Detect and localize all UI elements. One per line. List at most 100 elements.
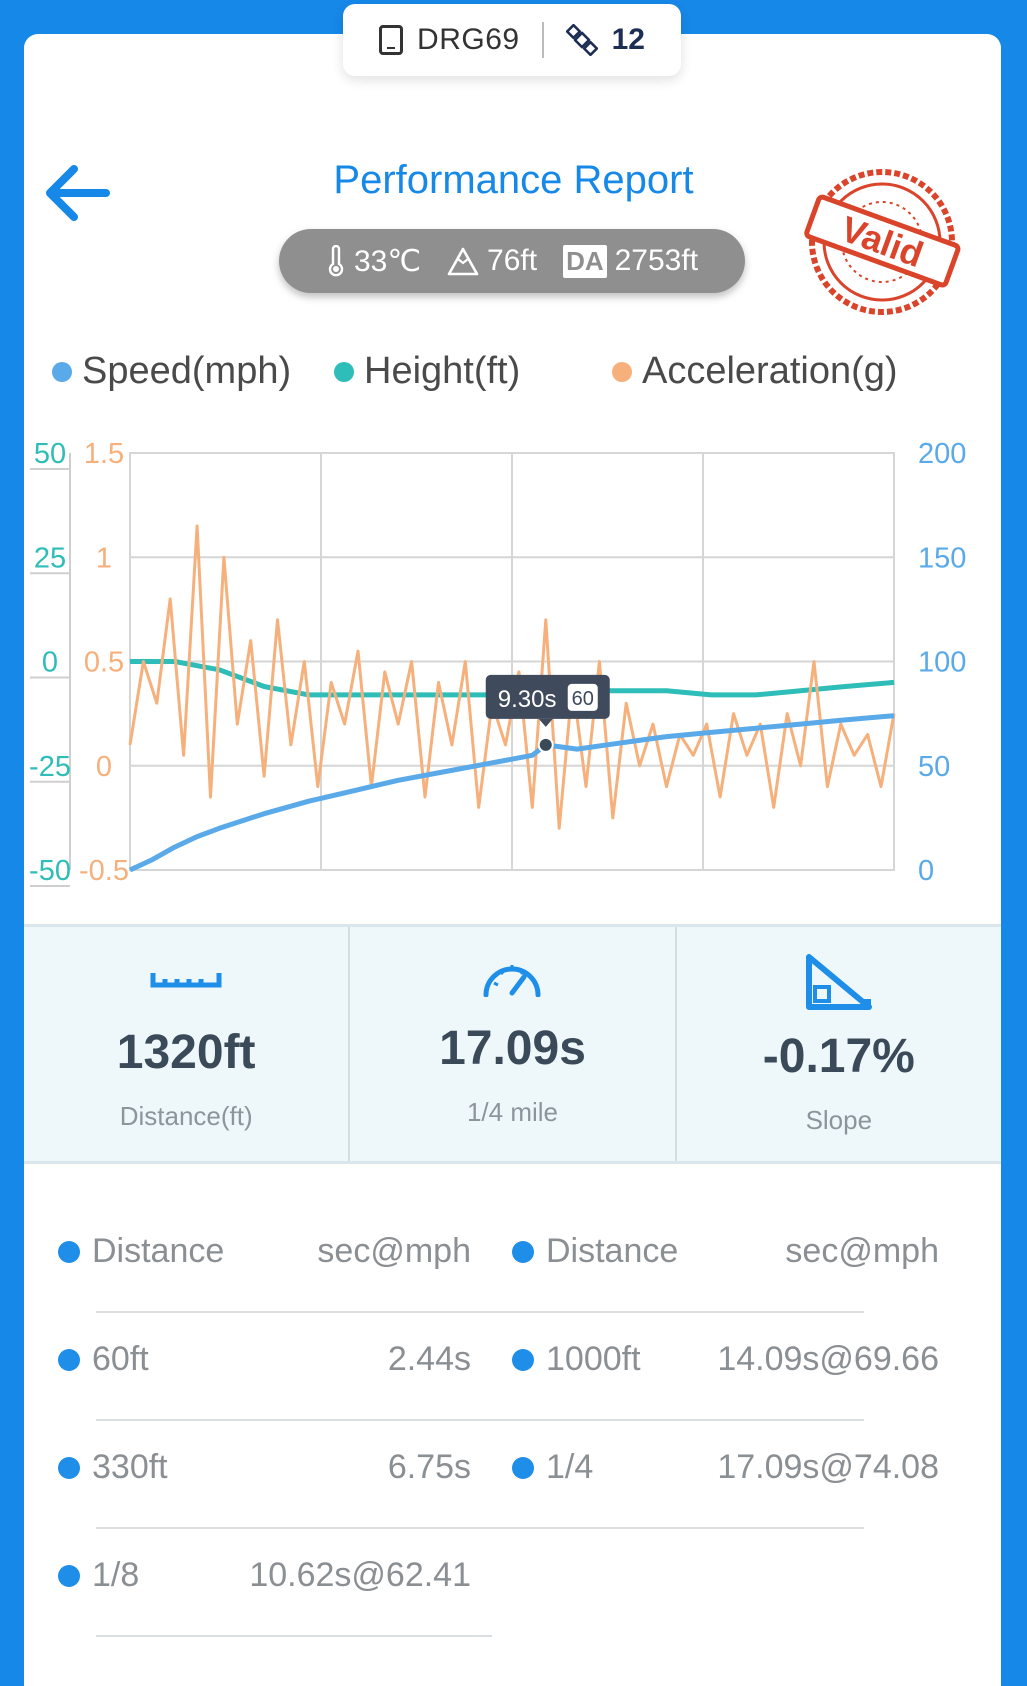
satellite-icon (565, 24, 598, 56)
bullet-dot (512, 1240, 534, 1263)
tooltip-marker (537, 736, 554, 753)
height-tick-label: -25 (29, 751, 71, 783)
satellite-count: 12 (611, 23, 645, 56)
temperature-value: 33℃ (353, 244, 422, 278)
split-distance: 60ft (58, 1340, 149, 1379)
bullet-dot (512, 1456, 534, 1479)
split-distance-label: 330ft (92, 1448, 168, 1486)
speed-tick-label: 200 (918, 438, 966, 470)
split-value: 2.44s (387, 1340, 471, 1378)
metric-time-value: 17.09s (439, 1022, 586, 1075)
table-row: 330ft 6.75s 1/4 17.09s@74.08 (24, 1406, 1001, 1514)
accel-tick-label: 1 (96, 542, 112, 574)
tooltip-pointer (538, 718, 553, 727)
accel-tick-label: -0.5 (79, 855, 129, 887)
mountain-icon (447, 247, 479, 276)
height-tick-label: 0 (42, 647, 58, 679)
speed-tick-label: 50 (918, 751, 950, 783)
legend-dot-height (334, 361, 354, 382)
speed-tick-label: 100 (918, 647, 966, 679)
height-tick-label: 25 (34, 542, 66, 574)
density-altitude-value: 2753ft (614, 244, 699, 277)
splits-header-row: Distance sec@mph Distance sec@mph (24, 1190, 1001, 1298)
row-divider (96, 1527, 864, 1529)
speed-tick-label: 0 (918, 855, 934, 887)
bullet-dot (58, 1348, 80, 1371)
tooltip-time: 9.30s (498, 686, 557, 713)
header-distance-left-label: Distance (92, 1232, 225, 1270)
table-row: 1/8 10.62s@62.41 (24, 1514, 1001, 1622)
bullet-dot (58, 1240, 80, 1263)
tooltip-speed: 60 (572, 688, 594, 710)
altitude-value: 76ft (487, 244, 538, 277)
page-title: Performance Report (333, 158, 694, 202)
metric-time: 17.09s 1/4 mile (350, 927, 677, 1161)
row-divider (96, 1419, 864, 1421)
row-divider (96, 1635, 492, 1637)
ruler-icon (150, 973, 222, 988)
back-arrow-icon[interactable] (40, 160, 112, 226)
device-name: DRG69 (417, 23, 520, 56)
legend-label-height: Height(ft) (364, 350, 521, 392)
bullet-dot (512, 1348, 534, 1371)
height-tick-label: 50 (34, 438, 66, 470)
legend-dot-speed (52, 361, 72, 382)
split-value: 17.09s@74.08 (717, 1448, 939, 1486)
pill-separator (541, 22, 544, 58)
altitude-group: 76ft (447, 244, 537, 278)
bullet-dot (58, 1564, 80, 1587)
series-line-speed (128, 713, 895, 873)
metric-distance-label: Distance(ft) (119, 1101, 253, 1131)
legend-label-acceleration: Acceleration(g) (642, 350, 898, 392)
metric-distance: 1320ft Distance(ft) (24, 927, 351, 1161)
height-tick-label: -50 (29, 855, 71, 887)
split-distance: 1/8 (58, 1556, 139, 1595)
split-value: 14.09s@69.66 (717, 1340, 939, 1378)
accel-tick-label: 0 (96, 751, 112, 783)
da-badge: DA (563, 244, 607, 278)
temperature-group: 33℃ (326, 244, 421, 279)
speed-tick-label: 150 (918, 542, 966, 574)
chart-legend: Speed(mph) Height(ft) Acceleration(g) (52, 350, 952, 394)
row-divider (96, 1311, 864, 1313)
conditions-pill: 33℃ 76ft DA 2753ft (279, 229, 745, 293)
header-secmph-right: sec@mph (785, 1232, 939, 1270)
slope-icon (805, 954, 872, 1010)
metric-slope: -0.17% Slope (677, 927, 1001, 1161)
metric-time-label: 1/4 mile (466, 1097, 559, 1127)
header-distance-right: Distance (512, 1232, 678, 1271)
density-altitude-group: DA 2753ft (563, 244, 698, 278)
legend-item-height[interactable]: Height(ft) (334, 350, 520, 393)
split-distance-label: 1/8 (92, 1556, 140, 1594)
legend-label-speed: Speed(mph) (82, 350, 292, 392)
speedometer-icon (483, 965, 541, 997)
legend-dot-acceleration (612, 361, 632, 382)
tooltip-speed-badge (567, 683, 598, 711)
table-row: 60ft 2.44s 1000ft 14.09s@69.66 (24, 1298, 1001, 1406)
device-status-pill[interactable]: DRG69 12 (343, 4, 681, 76)
metric-distance-value: 1320ft (116, 1026, 256, 1079)
split-value: 6.75s (387, 1448, 471, 1486)
phone-icon (379, 25, 404, 55)
split-distance: 330ft (58, 1448, 168, 1487)
legend-item-speed[interactable]: Speed(mph) (52, 350, 291, 393)
metrics-panel: 1320ft Distance(ft) 17.09s 1/4 mile -0.1… (24, 924, 1001, 1164)
valid-stamp-icon: Valid (804, 169, 961, 315)
split-value: 10.62s@62.41 (249, 1556, 471, 1594)
thermometer-icon (328, 245, 344, 277)
split-distance: 1/4 (512, 1448, 593, 1487)
metric-slope-label: Slope (805, 1105, 873, 1135)
performance-chart[interactable]: 50 1.5 200 25 1 150 0 0.5 100 -25 0 50 -50 -0.5 0 9.30s… (24, 420, 1001, 890)
split-distance-label: 60ft (92, 1340, 149, 1378)
legend-item-acceleration[interactable]: Acceleration(g) (612, 350, 898, 393)
accel-tick-label: 0.5 (84, 647, 124, 679)
bullet-dot (58, 1456, 80, 1479)
split-distance: 1000ft (512, 1340, 641, 1379)
header-secmph-left: sec@mph (317, 1232, 471, 1270)
metric-slope-value: -0.17% (762, 1030, 915, 1083)
split-distance-label: 1000ft (546, 1340, 641, 1378)
accel-tick-label: 1.5 (84, 438, 124, 470)
split-distance-label: 1/4 (546, 1448, 594, 1486)
header-distance-left: Distance (58, 1232, 224, 1271)
header-distance-right-label: Distance (546, 1232, 679, 1270)
